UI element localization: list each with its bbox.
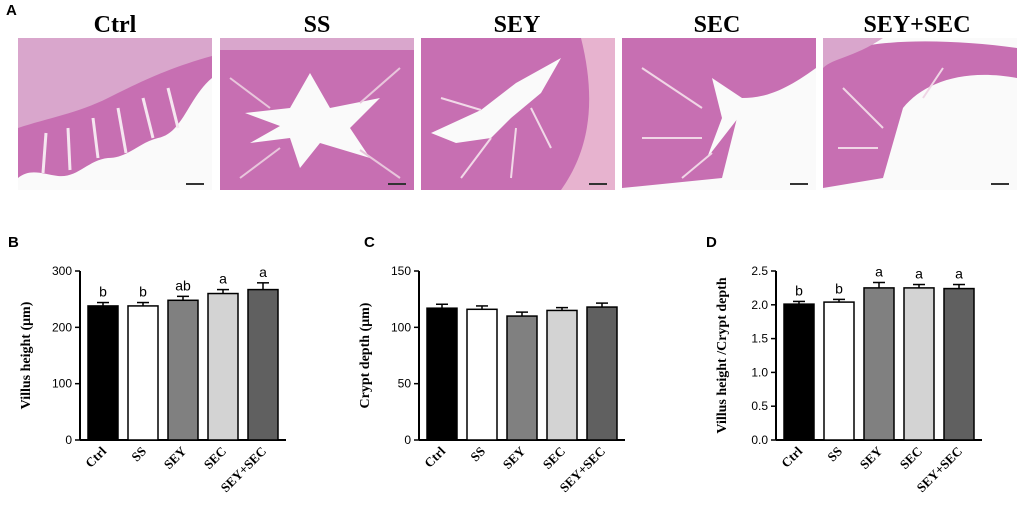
y-tick-label: 100 <box>52 377 72 391</box>
x-tick-label: SEY <box>857 443 886 472</box>
y-axis-label: Crypt depth (μm) <box>358 302 373 408</box>
x-tick-label: SEC <box>540 444 568 472</box>
bar <box>426 307 458 441</box>
x-tick-label: SEC <box>897 444 925 472</box>
micrograph-sey <box>421 38 615 190</box>
bar <box>466 308 498 441</box>
bar <box>783 303 815 441</box>
x-tick-label: Ctrl <box>82 443 109 470</box>
panel-letter-b: B <box>8 234 19 251</box>
x-tick-label: Ctrl <box>778 443 805 470</box>
y-tick-label: 0.0 <box>751 433 768 447</box>
micrograph-title-sey-sec: SEY+SEC <box>863 12 971 38</box>
bar <box>167 299 199 441</box>
panel-letter-c: C <box>364 234 375 251</box>
micrograph-title-sey: SEY <box>493 12 541 38</box>
y-tick-label: 50 <box>398 377 412 391</box>
bar <box>207 292 239 441</box>
y-tick-label: 0 <box>404 433 411 447</box>
panel-letter-a: A <box>6 2 17 19</box>
bar <box>943 287 975 441</box>
bar <box>863 287 895 441</box>
bar <box>506 315 538 441</box>
x-tick-label: SEY <box>161 443 190 472</box>
y-axis-label: Villus height /Crypt depth <box>715 277 730 433</box>
significance-letter: ab <box>175 277 191 293</box>
significance-letter: b <box>795 282 803 298</box>
significance-letter: b <box>99 284 107 300</box>
micrograph-title-ctrl: Ctrl <box>93 12 137 38</box>
micrograph-sec <box>622 38 816 190</box>
micrograph-title-ss: SS <box>303 12 331 38</box>
significance-letter: a <box>915 266 923 282</box>
micrograph-title-sec: SEC <box>693 12 741 38</box>
y-tick-label: 300 <box>52 264 72 278</box>
significance-letter: a <box>875 263 883 279</box>
y-tick-label: 1.5 <box>751 332 768 346</box>
significance-letter: a <box>259 264 267 280</box>
chart-villus-crypt-ratio: 0.0 0.5 1.0 1.5 2.0 2.5 Villus height /Crypt d… <box>690 250 1020 515</box>
x-tick-label: SS <box>824 444 845 465</box>
x-tick-label: SEY <box>500 443 529 472</box>
y-tick-label: 1.0 <box>751 365 768 379</box>
y-tick-label: 0 <box>65 433 72 447</box>
bar <box>127 305 159 441</box>
x-tick-label: SEC <box>201 444 229 472</box>
y-tick-label: 150 <box>391 264 411 278</box>
y-tick-label: 100 <box>391 320 411 334</box>
x-tick-label: Ctrl <box>421 443 448 470</box>
y-tick-label: 2.0 <box>751 298 768 312</box>
bar <box>586 306 618 441</box>
significance-letter: b <box>139 284 147 300</box>
micrograph-ctrl <box>18 38 212 190</box>
y-tick-label: 200 <box>52 320 72 334</box>
chart-villus-height: 0 100 200 300 Villus height (μm) b Ctrl b SS ab SE… <box>0 250 330 515</box>
chart-crypt-depth: 0 50 100 150 Crypt depth (μm) Ctrl SS SEY SEC SEY… <box>350 250 680 515</box>
x-tick-label: SS <box>128 444 149 465</box>
micrograph-sey-sec <box>823 38 1017 190</box>
y-tick-label: 2.5 <box>751 264 768 278</box>
bar <box>247 288 279 441</box>
y-axis-label: Villus height (μm) <box>19 301 34 409</box>
significance-letter: b <box>835 280 843 296</box>
bar <box>903 287 935 441</box>
panel-letter-d: D <box>706 234 717 251</box>
micrograph-ss <box>220 38 414 190</box>
significance-letter: a <box>219 271 227 287</box>
bar <box>823 301 855 441</box>
y-tick-label: 0.5 <box>751 399 768 413</box>
x-tick-label: SS <box>467 444 488 465</box>
significance-letter: a <box>955 266 963 282</box>
bar <box>87 305 119 441</box>
bar <box>546 309 578 441</box>
